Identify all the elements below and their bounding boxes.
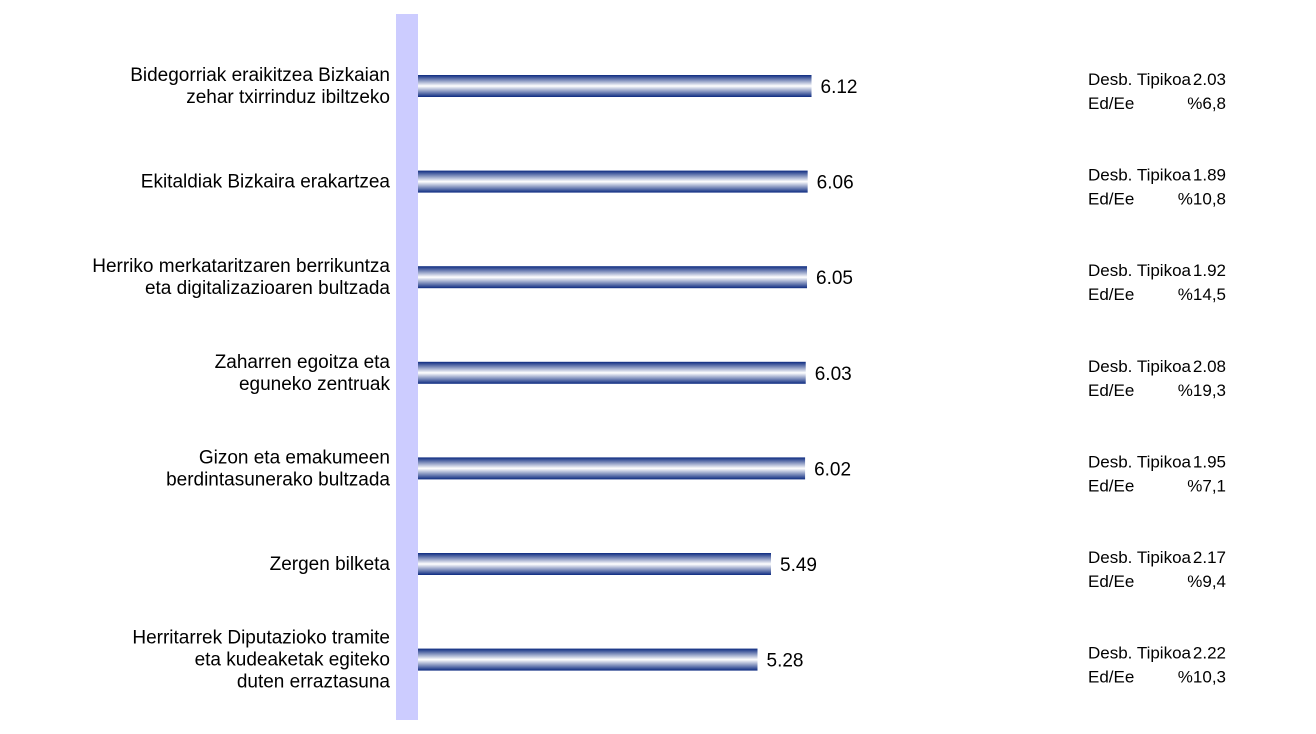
sd-label: Desb. Tipikoa xyxy=(1088,452,1192,471)
dk-label: Ed/Ee xyxy=(1088,381,1134,400)
category-label: eguneko zentruak xyxy=(239,374,391,395)
sd-value: 1.92 xyxy=(1193,261,1226,280)
sd-value: 1.95 xyxy=(1193,452,1226,471)
dk-label: Ed/Ee xyxy=(1088,190,1134,209)
sd-value: 1.89 xyxy=(1193,166,1226,185)
value-label: 6.12 xyxy=(821,77,858,98)
sd-label: Desb. Tipikoa xyxy=(1088,261,1192,280)
category-label: eta kudeaketak egiteko xyxy=(195,650,390,671)
dk-value: %9,4 xyxy=(1187,572,1226,591)
category-label: eta digitalizazioaren bultzada xyxy=(145,278,390,299)
dk-label: Ed/Ee xyxy=(1088,668,1134,687)
bar xyxy=(418,170,808,193)
category-label: Gizon eta emakumeen xyxy=(199,447,390,468)
sd-label: Desb. Tipikoa xyxy=(1088,644,1192,663)
bar xyxy=(418,75,812,97)
value-label: 5.49 xyxy=(780,555,817,576)
category-label: Ekitaldiak Bizkaira erakartzea xyxy=(141,172,391,193)
bar xyxy=(418,266,808,289)
dk-value: %10,3 xyxy=(1178,668,1226,687)
category-label: berdintasunerako bultzada xyxy=(166,469,390,490)
dk-value: %19,3 xyxy=(1178,381,1226,400)
sd-value: 2.22 xyxy=(1193,644,1226,663)
category-label: Zaharren egoitza eta xyxy=(215,352,391,373)
value-label: 6.03 xyxy=(815,364,852,385)
bar xyxy=(418,648,758,671)
value-label: 6.02 xyxy=(814,459,851,480)
value-label: 6.05 xyxy=(816,268,853,289)
dk-value: %7,1 xyxy=(1187,476,1226,495)
sd-value: 2.03 xyxy=(1193,70,1226,89)
sd-label: Desb. Tipikoa xyxy=(1088,548,1192,567)
sd-value: 2.08 xyxy=(1193,357,1226,376)
sd-value: 2.17 xyxy=(1193,548,1226,567)
value-label: 5.28 xyxy=(767,651,804,672)
category-label: Zergen bilketa xyxy=(270,554,391,575)
category-label: zehar txirrinduz ibiltzeko xyxy=(186,87,390,108)
dk-label: Ed/Ee xyxy=(1088,285,1134,304)
dk-value: %14,5 xyxy=(1178,285,1226,304)
dk-label: Ed/Ee xyxy=(1088,572,1134,591)
sd-label: Desb. Tipikoa xyxy=(1088,357,1192,376)
category-label: duten erraztasuna xyxy=(237,672,391,693)
dk-label: Ed/Ee xyxy=(1088,94,1134,113)
axis-band xyxy=(396,14,418,720)
bar xyxy=(418,457,806,480)
value-label: 6.06 xyxy=(817,173,854,194)
category-label: Herritarrek Diputazioko tramite xyxy=(132,628,390,649)
bar xyxy=(418,361,806,384)
bar xyxy=(418,553,772,575)
dk-value: %10,8 xyxy=(1178,190,1226,209)
sd-label: Desb. Tipikoa xyxy=(1088,70,1192,89)
dk-label: Ed/Ee xyxy=(1088,476,1134,495)
category-label: Bidegorriak eraikitzea Bizkaian xyxy=(130,65,390,86)
category-label: Herriko merkataritzaren berrikuntza xyxy=(92,256,390,277)
sd-label: Desb. Tipikoa xyxy=(1088,166,1192,185)
dk-value: %6,8 xyxy=(1187,94,1226,113)
